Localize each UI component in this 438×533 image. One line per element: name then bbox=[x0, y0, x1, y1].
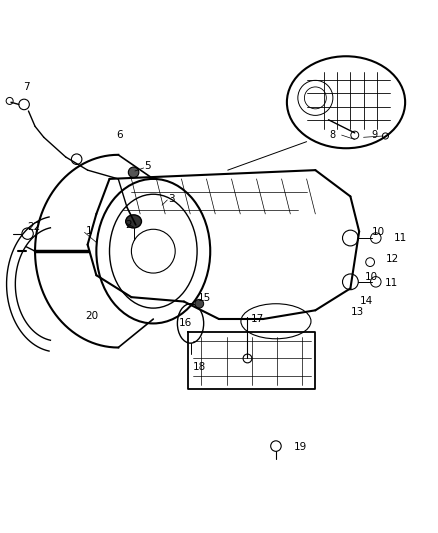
Ellipse shape bbox=[126, 215, 141, 228]
Text: 14: 14 bbox=[360, 296, 373, 305]
Text: 10: 10 bbox=[364, 272, 378, 282]
Text: 1: 1 bbox=[85, 227, 92, 237]
Text: 9: 9 bbox=[371, 130, 378, 140]
Text: 13: 13 bbox=[350, 306, 364, 317]
Text: 7: 7 bbox=[23, 82, 29, 92]
Text: 2: 2 bbox=[125, 220, 131, 230]
Text: 20: 20 bbox=[85, 311, 99, 320]
Text: 10: 10 bbox=[371, 228, 385, 237]
Circle shape bbox=[195, 300, 204, 308]
Circle shape bbox=[128, 167, 139, 177]
Text: 11: 11 bbox=[385, 278, 398, 288]
Text: 11: 11 bbox=[393, 232, 406, 243]
Text: 18: 18 bbox=[193, 362, 206, 372]
Text: 15: 15 bbox=[198, 293, 211, 303]
Text: 17: 17 bbox=[251, 314, 264, 324]
Text: 19: 19 bbox=[293, 442, 307, 452]
Text: 6: 6 bbox=[116, 130, 123, 140]
Text: 5: 5 bbox=[145, 161, 151, 171]
Text: 8: 8 bbox=[330, 130, 336, 140]
Text: 3: 3 bbox=[169, 193, 175, 204]
Text: 16: 16 bbox=[179, 318, 192, 328]
Text: 22: 22 bbox=[28, 222, 41, 232]
Text: 12: 12 bbox=[385, 254, 399, 264]
